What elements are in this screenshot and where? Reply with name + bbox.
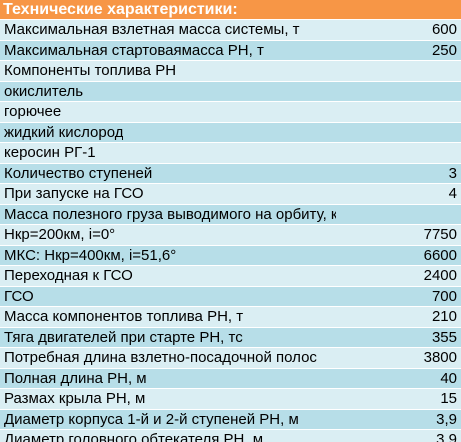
spec-row: Количество ступеней 3 <box>0 163 461 184</box>
spec-row: МКС: Нкр=400км, i=51,6° 6600 <box>0 245 461 266</box>
spec-value: 600 <box>431 21 457 38</box>
spec-label: Нкр=200км, i=0° <box>4 226 116 243</box>
spec-label: Количество ступеней <box>4 164 153 182</box>
spec-row: керосин РГ-1 <box>0 143 461 164</box>
spec-label: керосин РГ-1 <box>4 144 96 161</box>
spec-row: ГСО 700 <box>0 286 461 307</box>
spec-row: жидкий кислород <box>0 122 461 143</box>
spec-value: 3,9 <box>436 431 457 442</box>
spec-row: При запуске на ГСО 4 <box>0 184 461 205</box>
spec-row: Масса полезного груза выводимого на орби… <box>0 204 461 225</box>
spec-value: 3 <box>448 164 457 182</box>
spec-row: Диаметр корпуса 1-й и 2-й ступеней РН, м… <box>0 409 461 430</box>
spec-value: 210 <box>431 308 457 325</box>
spec-value: 3800 <box>423 349 457 366</box>
spec-label: Компоненты топлива РН <box>4 62 177 79</box>
spec-label: МКС: Нкр=400км, i=51,6° <box>4 246 177 264</box>
spec-label: Масса полезного груза выводимого на орби… <box>4 205 336 223</box>
spec-row: Максимальная стартоваямасса РН, т 250 <box>0 40 461 61</box>
spec-label: Полная длина РН, м <box>4 369 147 387</box>
spec-value: 15 <box>440 390 457 407</box>
spec-label: ГСО <box>4 287 34 305</box>
spec-row: Диаметр головного обтекателя РН, м 3,9 <box>0 430 461 442</box>
spec-row: Потребная длина взлетно-посадочной полос… <box>0 348 461 369</box>
spec-value: 355 <box>431 328 457 346</box>
spec-value: 6600 <box>423 246 457 264</box>
rows-container: Максимальная взлетная масса системы, т 60… <box>0 20 461 442</box>
spec-row: Максимальная взлетная масса системы, т 60… <box>0 20 461 41</box>
spec-row: горючее <box>0 102 461 123</box>
spec-value: 4 <box>448 185 457 202</box>
spec-label: Размах крыла РН, м <box>4 390 146 407</box>
spec-row: Полная длина РН, м 40 <box>0 368 461 389</box>
spec-row: Компоненты топлива РН <box>0 61 461 82</box>
spec-value: 7750 <box>423 226 457 243</box>
spec-label: окислитель <box>4 82 84 100</box>
spec-row: Нкр=200км, i=0° 7750 <box>0 225 461 246</box>
spec-label: Переходная к ГСО <box>4 267 133 284</box>
spec-row: окислитель <box>0 81 461 102</box>
spec-label: жидкий кислород <box>4 123 124 141</box>
spec-label: Максимальная взлетная масса системы, т <box>4 21 300 38</box>
spec-row: Масса компонентов топлива РН, т 210 <box>0 307 461 328</box>
spec-row: Переходная к ГСО 2400 <box>0 266 461 287</box>
table-title: Технические характеристики: <box>0 0 461 20</box>
spec-row: Размах крыла РН, м 15 <box>0 389 461 410</box>
spec-value: 2400 <box>423 267 457 284</box>
spec-label: Диаметр корпуса 1-й и 2-й ступеней РН, м <box>4 410 299 428</box>
spec-row: Тяга двигателей при старте РН, тс 355 <box>0 327 461 348</box>
spec-value: 3,9 <box>436 410 457 428</box>
spec-label: При запуске на ГСО <box>4 185 144 202</box>
spec-value: 250 <box>431 41 457 59</box>
spec-label: Масса компонентов топлива РН, т <box>4 308 244 325</box>
spec-value: 40 <box>440 369 457 387</box>
spec-label: Потребная длина взлетно-посадочной полос <box>4 349 317 366</box>
spec-label: Максимальная стартоваямасса РН, т <box>4 41 264 59</box>
spec-label: Тяга двигателей при старте РН, тс <box>4 328 243 346</box>
spec-label: Диаметр головного обтекателя РН, м <box>4 431 264 442</box>
spec-label: горючее <box>4 103 62 120</box>
spec-value: 700 <box>431 287 457 305</box>
